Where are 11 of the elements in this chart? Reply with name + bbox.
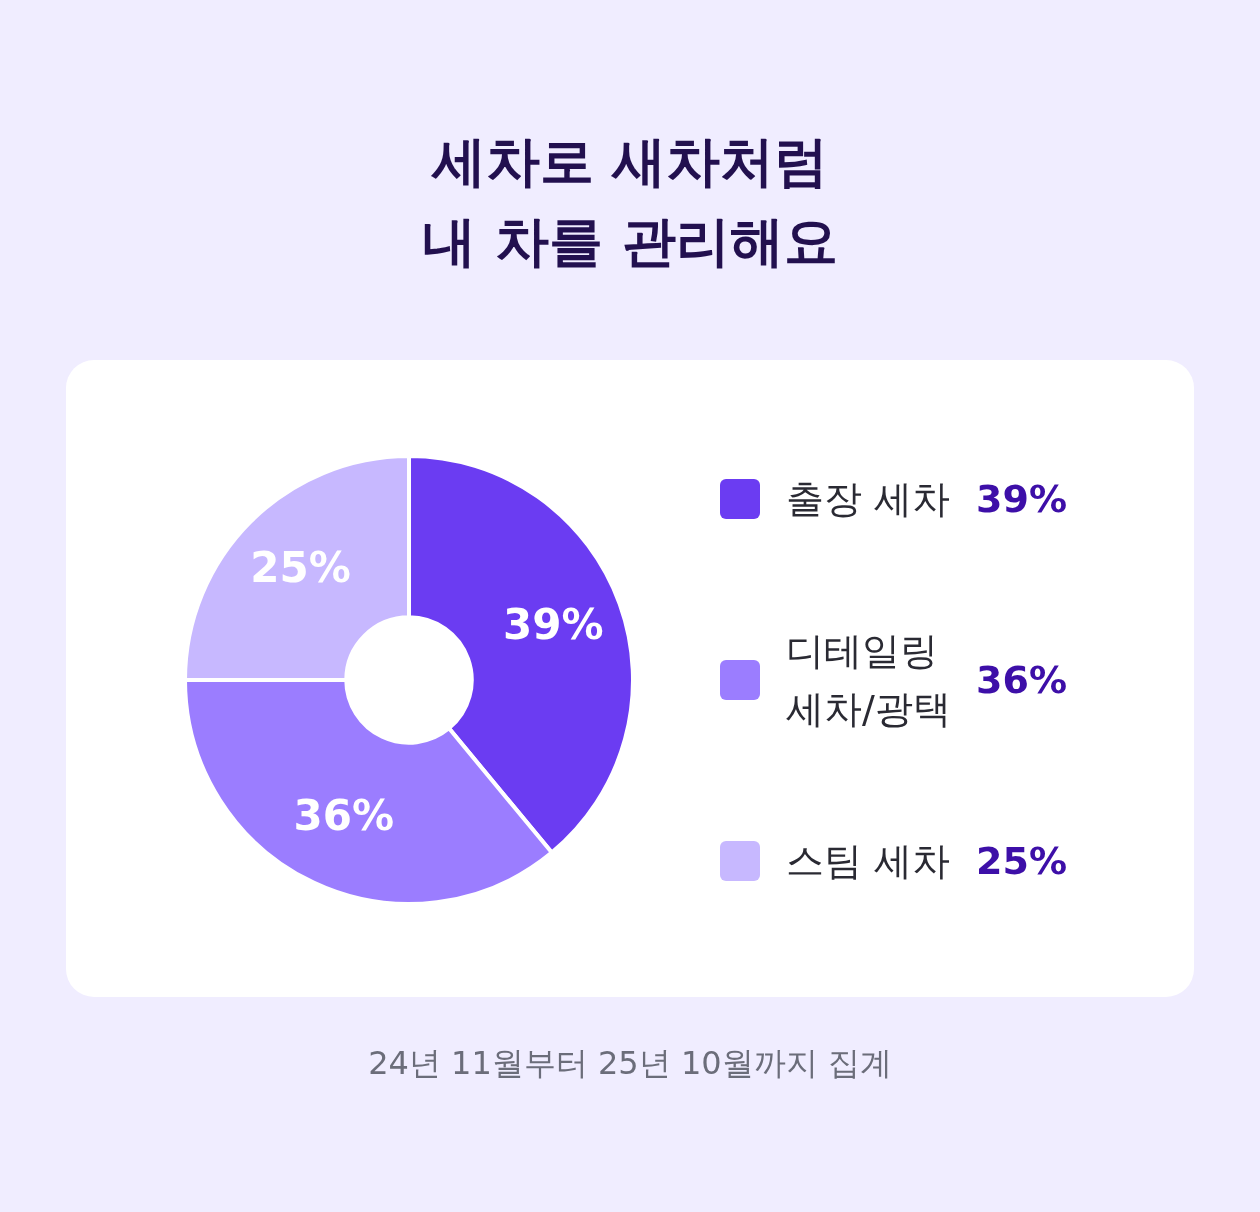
text: 39%	[976, 477, 1067, 521]
text: 24년 11월부터 25년 10월까지 집계	[367, 1043, 893, 1084]
data-label: 25%	[250, 543, 351, 593]
legend-label: 디테일링 세차/광택	[786, 628, 952, 733]
legend-label: 스팀 세차	[786, 838, 952, 885]
data-label: 36%	[293, 790, 394, 840]
chart-title: 세차로 새차처럼 내 차를 관리해요	[421, 129, 839, 275]
legend-label: 출장 세차	[786, 476, 952, 523]
text: 36%	[976, 658, 1067, 702]
data-label: 39%	[503, 599, 604, 649]
text: 25%	[976, 839, 1067, 883]
